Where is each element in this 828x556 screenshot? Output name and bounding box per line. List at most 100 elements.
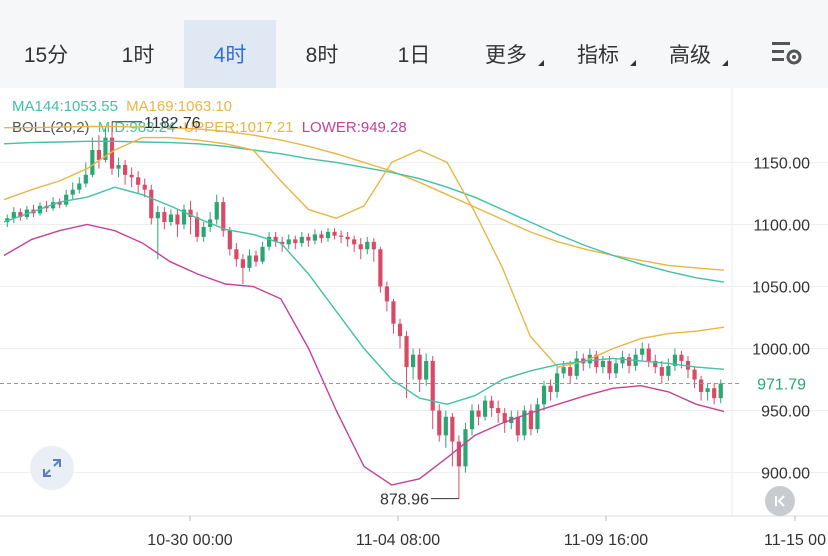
y-tick-label: 1150.00 bbox=[753, 155, 810, 172]
ma144-legend: MA144:1053.55 bbox=[12, 98, 118, 115]
current-price-tag bbox=[742, 371, 812, 396]
candle-body bbox=[456, 441, 462, 467]
tab-label: 15分 bbox=[23, 44, 69, 67]
candle-body bbox=[554, 373, 560, 392]
tab-label: 4时 bbox=[213, 44, 247, 67]
candle-body bbox=[365, 241, 370, 250]
tab-4[interactable]: 1日 bbox=[368, 20, 460, 88]
candle-body bbox=[646, 348, 651, 361]
candle-body bbox=[149, 189, 154, 219]
candle-body bbox=[672, 354, 678, 366]
candle-body bbox=[502, 413, 507, 423]
ma144-line bbox=[3, 140, 725, 283]
tab-label: 8时 bbox=[305, 44, 339, 67]
candle-body bbox=[698, 379, 704, 392]
candle-body bbox=[345, 236, 350, 240]
candle-body bbox=[50, 202, 56, 209]
candle-body bbox=[410, 354, 416, 368]
boll-lower-line bbox=[3, 223, 725, 486]
candle-body bbox=[57, 202, 62, 205]
y-tick-label: 1100.00 bbox=[753, 217, 810, 234]
low-annotation: 878.96 bbox=[380, 492, 429, 509]
candle-body bbox=[469, 410, 475, 430]
candle-body bbox=[155, 212, 160, 219]
price-chart[interactable]: 1150.00 1100.00 1050.00 1000.00 950.00 900.00… bbox=[0, 88, 828, 556]
candle-body bbox=[666, 365, 671, 376]
boll-mid-line bbox=[3, 186, 725, 406]
candle-body bbox=[496, 408, 501, 414]
candle-body bbox=[338, 235, 344, 237]
candle-body bbox=[247, 255, 252, 268]
expand-button[interactable] bbox=[30, 446, 74, 490]
timeframe-tabs: 15分 1时 4时 8时 1日 更多 指标 高级 bbox=[0, 20, 828, 88]
tab-7[interactable]: 高级 bbox=[644, 20, 736, 88]
candle-body bbox=[194, 217, 200, 237]
tab-0[interactable]: 15分 bbox=[0, 20, 92, 88]
candle-body bbox=[70, 189, 75, 195]
tab-6[interactable]: 指标 bbox=[552, 20, 644, 88]
candle-body bbox=[489, 400, 494, 409]
candle-body bbox=[463, 429, 468, 467]
candle-body bbox=[718, 383, 723, 399]
chart-settings-icon bbox=[772, 42, 802, 65]
candle-body bbox=[561, 367, 566, 374]
candle-body bbox=[568, 367, 573, 376]
candle-body bbox=[600, 360, 606, 368]
top-strip bbox=[0, 0, 828, 20]
collapse-button[interactable] bbox=[765, 486, 795, 516]
candle-body bbox=[620, 357, 625, 364]
candle-body bbox=[103, 137, 108, 160]
y-tick-label: 950.00 bbox=[761, 404, 810, 421]
tab-label: 高级 bbox=[669, 44, 711, 67]
current-price-label: 971.79 bbox=[757, 377, 806, 394]
candle-body bbox=[109, 137, 115, 169]
tab-label: 1日 bbox=[397, 44, 431, 67]
candle-body bbox=[705, 388, 710, 392]
y-tick-label: 900.00 bbox=[761, 466, 810, 483]
candle-body bbox=[116, 164, 121, 169]
candle-body bbox=[181, 209, 187, 225]
candle-body bbox=[188, 209, 193, 218]
candle-body bbox=[437, 410, 442, 436]
candle-body bbox=[122, 164, 128, 175]
candle-body bbox=[482, 400, 488, 417]
candle-body bbox=[214, 202, 219, 220]
dropdown-caret-icon bbox=[630, 60, 636, 66]
x-tick-label: 10-30 00:00 bbox=[147, 532, 233, 549]
candle-body bbox=[168, 214, 174, 222]
candle-body bbox=[273, 236, 278, 242]
candle-body bbox=[659, 367, 664, 376]
y-tick-label: 1050.00 bbox=[752, 279, 810, 296]
tab-2[interactable]: 4时 bbox=[184, 20, 276, 88]
expand-icon bbox=[43, 459, 61, 477]
candle-body bbox=[443, 416, 448, 436]
candle-body bbox=[280, 241, 285, 245]
candle-body bbox=[83, 174, 88, 184]
candle-body bbox=[476, 410, 481, 417]
candle-body bbox=[607, 360, 612, 374]
tab-3[interactable]: 8时 bbox=[276, 20, 368, 88]
candle-body bbox=[594, 354, 599, 368]
candle-body bbox=[371, 241, 376, 250]
candle-body bbox=[96, 150, 102, 160]
tab-label: 指标 bbox=[577, 44, 619, 67]
candle-body bbox=[18, 212, 23, 218]
candle-body bbox=[679, 354, 684, 361]
candle-body bbox=[522, 410, 527, 436]
tab-1[interactable]: 1时 bbox=[92, 20, 184, 88]
candle-body bbox=[574, 358, 579, 376]
candle-body bbox=[378, 249, 383, 287]
candle-body bbox=[162, 212, 167, 222]
candle-body bbox=[293, 239, 298, 244]
candle-body bbox=[613, 363, 619, 374]
candle-body bbox=[352, 239, 357, 245]
candle-body bbox=[692, 369, 697, 380]
candle-body bbox=[548, 385, 553, 392]
candle-body bbox=[626, 357, 632, 366]
candle-body bbox=[64, 194, 69, 205]
boll-upper-line bbox=[3, 136, 725, 368]
chart-settings-button[interactable] bbox=[770, 38, 804, 68]
tab-5[interactable]: 更多 bbox=[460, 20, 552, 88]
candle-body bbox=[515, 416, 520, 436]
candle-body bbox=[528, 410, 534, 430]
